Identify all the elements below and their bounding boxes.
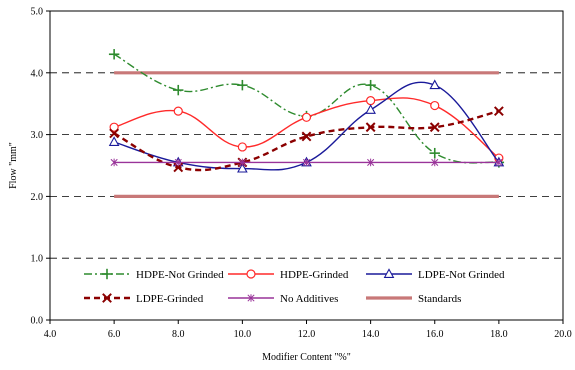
y-tick-label: 1.0 [31, 254, 44, 265]
data-point [366, 96, 376, 106]
x-tick-label: 4.0 [44, 329, 57, 340]
legend-entry: HDPE-Not Grinded [84, 268, 224, 281]
y-tick-label: 2.0 [31, 192, 44, 203]
x-tick-label: 12.0 [298, 329, 316, 340]
legend-label: LDPE-Grinded [136, 293, 204, 305]
data-point [108, 136, 120, 146]
data-point [365, 104, 376, 114]
plot-area: 0.0 1.0 2.0 3.0 4.0 5.0 4.0 6.0 8.0 10.0 12.0 14.0 1… [31, 7, 572, 341]
axes-labels: Modifier Content "%" Flow "mm" [8, 142, 351, 363]
legend-entry: Standards [366, 293, 461, 305]
x-tick-label: 18.0 [490, 329, 508, 340]
y-tick-label: 5.0 [31, 7, 44, 18]
series-line [113, 97, 500, 159]
y-tick-label: 4.0 [31, 68, 44, 79]
data-point [237, 142, 247, 152]
legend-label: LDPE-Not Grinded [418, 269, 505, 281]
x-tick-label: 20.0 [554, 329, 572, 340]
data-point [109, 122, 119, 132]
legend-label: HDPE-Grinded [280, 269, 349, 281]
data-point [237, 162, 248, 173]
legend-label: HDPE-Not Grinded [136, 269, 224, 281]
series [108, 49, 505, 168]
series [110, 158, 503, 167]
legend-entry: HDPE-Grinded [228, 269, 349, 281]
x-tick-label: 8.0 [172, 329, 185, 340]
y-tick-label: 3.0 [31, 130, 44, 141]
legend-entry: LDPE-Not Grinded [366, 268, 505, 281]
data-point [429, 79, 441, 90]
data-point [429, 122, 440, 133]
data-point [173, 106, 183, 116]
legend-label: Standards [418, 293, 461, 305]
data-point [365, 122, 376, 133]
legend: HDPE-Not Grinded HDPE-Grinded LDPE-Not Gri… [84, 268, 505, 305]
data-point [493, 106, 504, 117]
data-point [102, 293, 112, 303]
series-layer [108, 49, 505, 198]
data-point [301, 131, 312, 142]
legend-entry: LDPE-Grinded [84, 293, 204, 305]
x-tick-label: 6.0 [108, 329, 121, 340]
series [109, 96, 504, 163]
legend-label: No Additives [280, 293, 338, 305]
data-point [246, 269, 256, 279]
data-point [430, 100, 440, 111]
x-tick-label: 10.0 [234, 329, 252, 340]
data-point [301, 112, 312, 122]
data-point [383, 268, 395, 278]
y-axis-title: Flow "mm" [8, 142, 19, 189]
legend-entry: No Additives [228, 293, 338, 305]
x-axis-title: Modifier Content "%" [262, 352, 351, 363]
x-tick-label: 16.0 [426, 329, 444, 340]
y-tick-label: 0.0 [31, 316, 44, 327]
x-tick-label: 14.0 [362, 329, 380, 340]
data-point [109, 128, 120, 139]
